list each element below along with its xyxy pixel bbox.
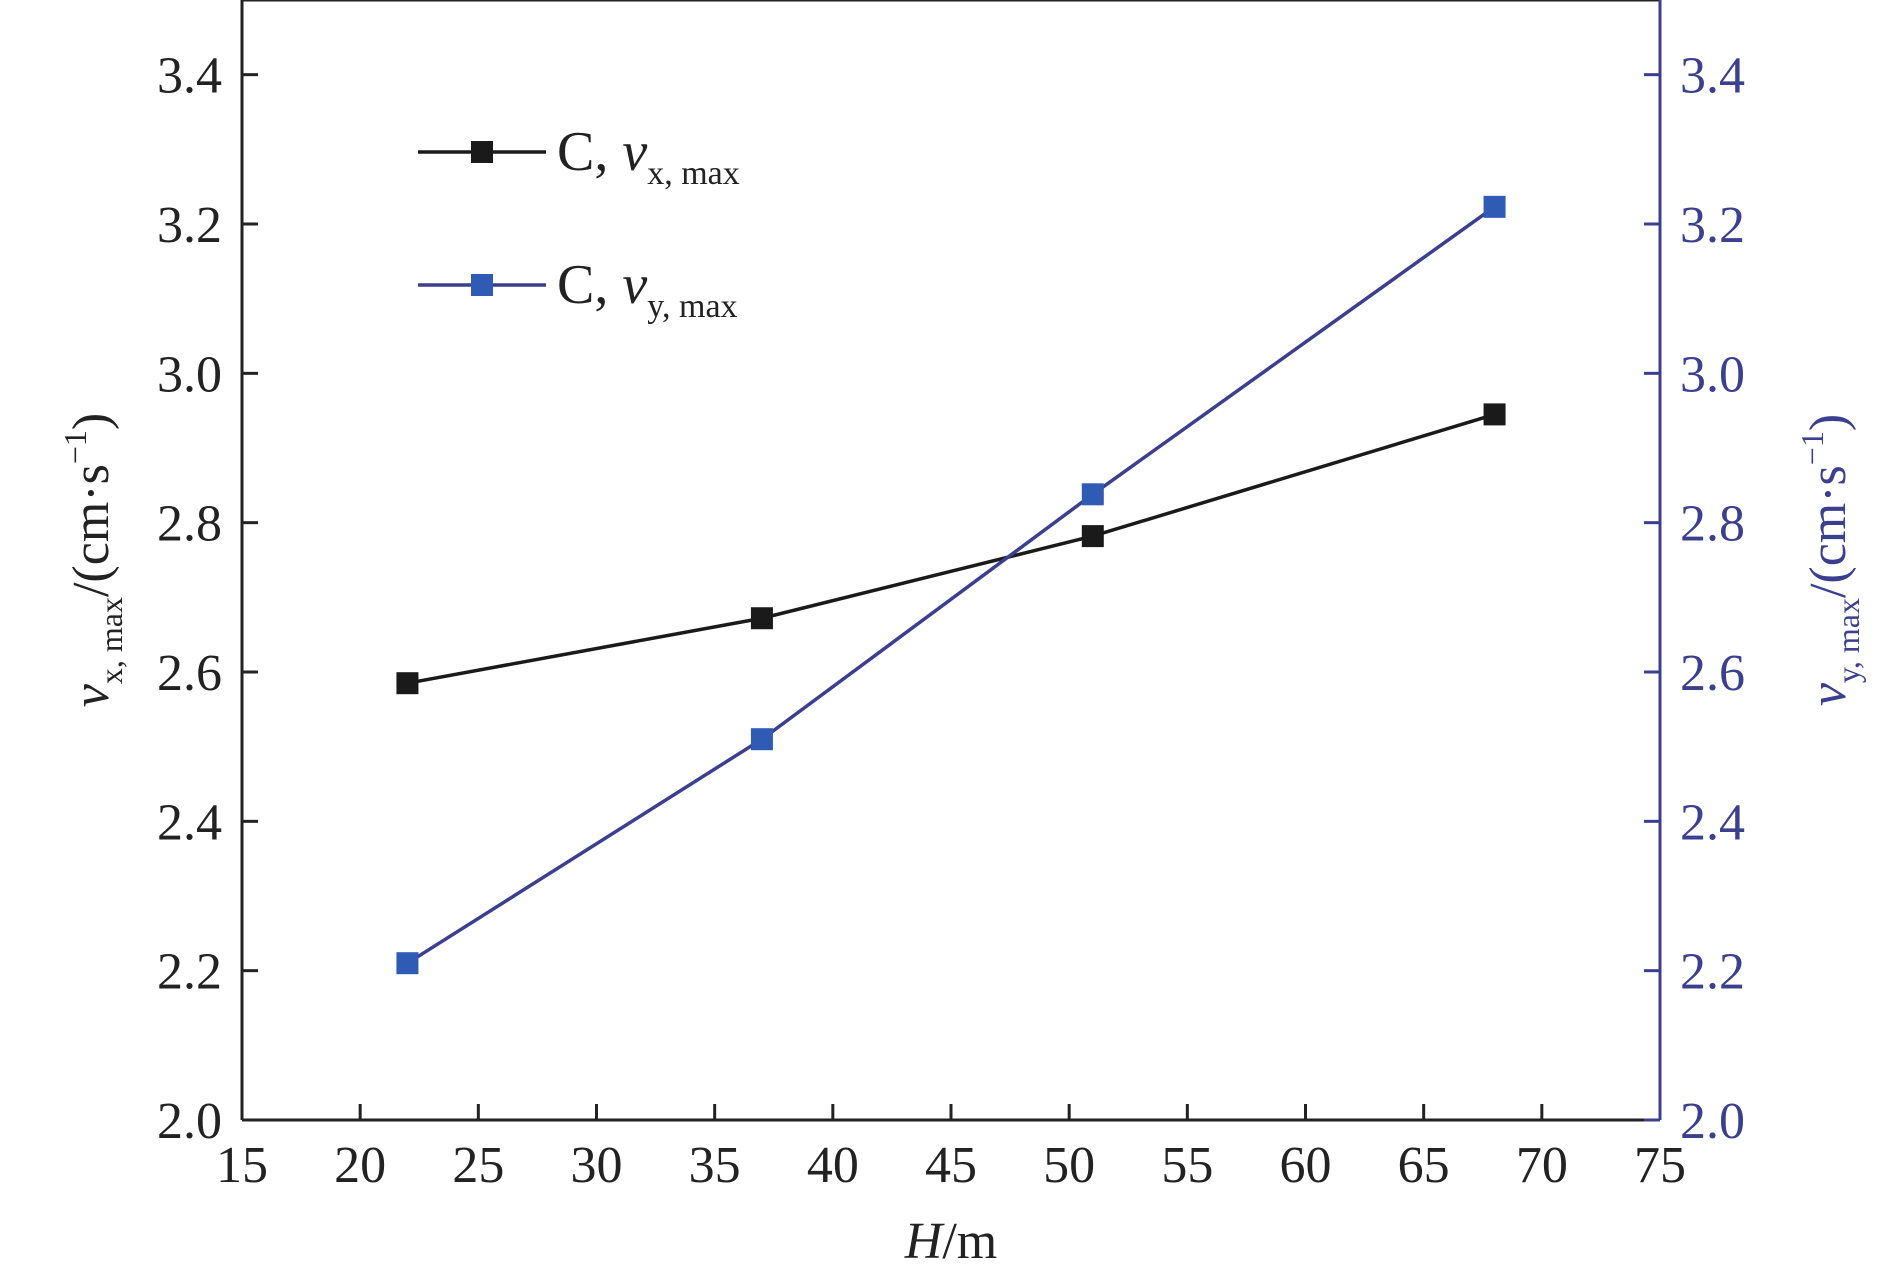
x-axis: 15 20 25 30 35 40 45 50 55 60 65 70 75: [216, 1104, 1686, 1194]
x-axis-label: H/m: [904, 1213, 997, 1270]
left-y-tick-label: 3.4: [157, 48, 222, 105]
x-tick-label: 50: [1043, 1137, 1095, 1194]
right-y-tick-label: 2.6: [1680, 645, 1745, 702]
x-tick-label: 70: [1516, 1137, 1568, 1194]
x-tick-label: 35: [689, 1137, 741, 1194]
right-y-axis-label: vy, max/(cm·s−1): [1794, 414, 1866, 706]
left-y-tick-label: 2.0: [157, 1093, 222, 1150]
left-y-tick-label: 2.6: [157, 645, 222, 702]
left-y-tick-label: 2.8: [157, 496, 222, 553]
left-y-tick-label: 2.2: [157, 944, 222, 1001]
series-line-1: [407, 412, 1496, 685]
legend-label-2: C, vy, max: [557, 254, 738, 325]
x-tick-label: 20: [334, 1137, 386, 1194]
series-2-point: [396, 952, 419, 975]
series-line-2: [406, 205, 1496, 965]
x-tick-label: 30: [571, 1137, 623, 1194]
right-y-axis: 2.0 2.2 2.4 2.6 2.8 3.0 3.2 3.4: [1644, 48, 1745, 1150]
series-1-point: [750, 607, 773, 630]
right-y-tick-label: 3.4: [1680, 48, 1745, 105]
x-tick-label: 15: [216, 1137, 268, 1194]
series-2-point: [1483, 195, 1506, 218]
left-y-axis: 2.0 2.2 2.4 2.6 2.8 3.0 3.2 3.4: [157, 48, 258, 1150]
right-y-tick-label: 2.2: [1680, 944, 1745, 1001]
plot-frame: [240, 0, 1662, 1122]
series-2-point: [750, 728, 773, 751]
left-y-tick-label: 3.2: [157, 197, 222, 254]
legend-marker-1: [471, 141, 493, 163]
legend-label-1: C, vx, max: [557, 121, 740, 192]
series-1-point: [1483, 403, 1506, 426]
left-y-tick-label: 2.4: [157, 794, 222, 851]
legend-marker-2: [471, 274, 493, 296]
x-tick-label: 55: [1161, 1137, 1213, 1194]
legend: C, vx, max C, vy, max: [418, 121, 740, 325]
right-y-tick-label: 3.0: [1680, 346, 1745, 403]
x-tick-label: 45: [925, 1137, 977, 1194]
series-1-point: [1081, 525, 1104, 548]
series-2-point: [1081, 483, 1104, 506]
x-tick-label: 65: [1398, 1137, 1450, 1194]
left-y-tick-label: 3.0: [157, 346, 222, 403]
x-tick-label: 40: [807, 1137, 859, 1194]
right-y-tick-label: 2.4: [1680, 794, 1745, 851]
left-y-axis-label: vx, max/(cm·s−1): [57, 413, 129, 707]
right-y-tick-label: 2.0: [1680, 1093, 1745, 1150]
series-layer: [396, 195, 1506, 975]
series-1-point: [396, 672, 419, 695]
x-tick-label: 60: [1280, 1137, 1332, 1194]
right-y-tick-label: 3.2: [1680, 197, 1745, 254]
x-tick-label: 25: [452, 1137, 504, 1194]
right-y-tick-label: 2.8: [1680, 496, 1745, 553]
x-tick-label: 75: [1634, 1137, 1686, 1194]
